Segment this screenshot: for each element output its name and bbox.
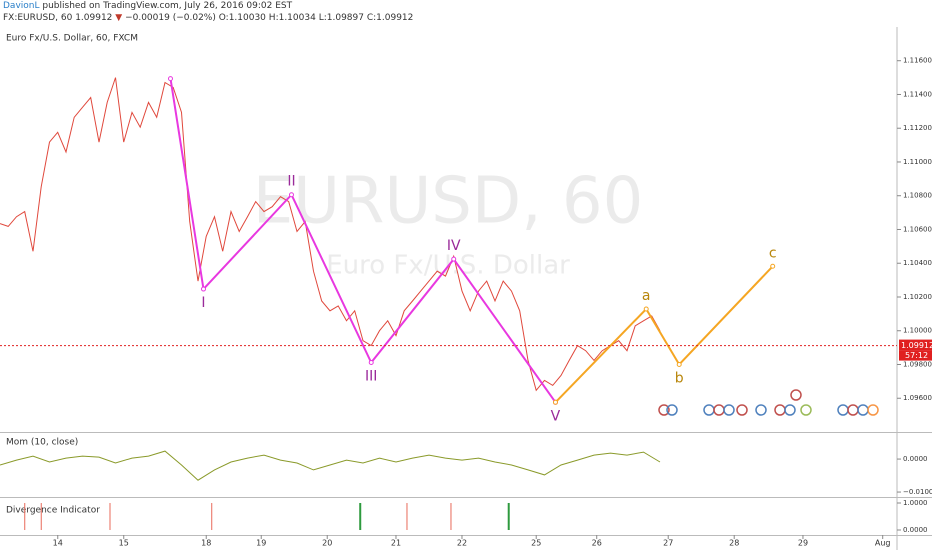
pane-title: Euro Fx/U.S. Dollar, 60, FXCM xyxy=(6,34,138,44)
arrow: ▼ xyxy=(115,13,123,23)
divergence-bar xyxy=(211,502,213,531)
divergence-bar xyxy=(450,502,452,531)
wave-point xyxy=(676,361,682,367)
y-tick-label: −0.0100 xyxy=(903,488,932,496)
open: O:1.10030 xyxy=(218,13,266,23)
pane-title: Mom (10, close) xyxy=(6,438,78,448)
countdown: 57:12 xyxy=(905,351,928,360)
watermark: EURUSD, 60 xyxy=(253,165,644,239)
y-tick-label: 1.09600 xyxy=(903,394,932,402)
last-price-box xyxy=(899,339,932,351)
wave-label: V xyxy=(551,408,561,424)
x-tick-label: 18 xyxy=(201,539,211,548)
pane-title: Divergence Indicator xyxy=(6,506,100,516)
last-price-label: 1.09912 xyxy=(901,341,932,350)
x-tick-label: 25 xyxy=(531,539,541,548)
wave-label: I xyxy=(201,295,205,311)
wave-point xyxy=(451,256,457,262)
wave-point xyxy=(368,359,374,365)
divergence-bar xyxy=(406,502,408,531)
wave-label: IV xyxy=(447,238,461,254)
wave-point xyxy=(552,399,558,405)
x-tick-label: 20 xyxy=(322,539,332,548)
y-tick-label: 1.11600 xyxy=(903,57,932,65)
wave-label: b xyxy=(675,370,684,386)
divergence-bar xyxy=(109,502,111,531)
wave-label: c xyxy=(769,245,777,261)
wave-point xyxy=(288,192,294,198)
y-tick-label: 1.09800 xyxy=(903,360,932,368)
wave-line xyxy=(554,265,774,403)
price: 1.09912 xyxy=(75,13,113,23)
symbol-line: FX:EURUSD, 60 1.09912 ▼ −0.00019 (−0.02%… xyxy=(0,12,932,24)
x-tick-label: 26 xyxy=(592,539,602,548)
close: C:1.09912 xyxy=(366,13,414,23)
wave-point xyxy=(167,76,173,82)
x-tick-label: 29 xyxy=(798,539,808,548)
header: DavionL published on TradingView.com, Ju… xyxy=(0,0,932,27)
wave-point xyxy=(200,286,206,292)
y-tick-label: 1.11400 xyxy=(903,90,932,98)
y-tick-label: 0.0000 xyxy=(903,455,928,463)
price-line xyxy=(0,450,661,481)
divergence-bar xyxy=(40,502,42,531)
event-flags xyxy=(658,389,879,416)
y-tick-label: 1.10400 xyxy=(903,259,932,267)
y-tick-label: 1.10600 xyxy=(903,225,932,233)
symbol: FX:EURUSD, 60 xyxy=(3,13,73,23)
y-tick-label: 1.10800 xyxy=(903,192,932,200)
y-tick-label: 0.0000 xyxy=(903,526,928,534)
wave-label: III xyxy=(365,368,377,384)
wave-label: II xyxy=(287,174,295,190)
countdown-box xyxy=(899,350,932,361)
divergence-bar xyxy=(359,502,362,531)
author[interactable]: DavionL xyxy=(3,1,40,11)
change: −0.00019 (−0.02%) xyxy=(125,13,216,23)
high: H:1.10034 xyxy=(268,13,316,23)
published: published on TradingView.com, July 26, 2… xyxy=(42,1,293,11)
y-tick-label: 1.0000 xyxy=(903,499,928,507)
wave-label: a xyxy=(642,288,651,304)
x-tick-label: 28 xyxy=(729,539,739,548)
divergence-bar xyxy=(507,502,510,531)
x-tick-label: 21 xyxy=(391,539,401,548)
price-line xyxy=(0,77,661,392)
x-tick-label: 14 xyxy=(53,539,63,548)
publish-line: DavionL published on TradingView.com, Ju… xyxy=(0,0,932,12)
x-tick-label: 19 xyxy=(256,539,266,548)
wave-point xyxy=(770,263,776,269)
x-tick-label: 22 xyxy=(457,539,467,548)
x-tick-label: 15 xyxy=(119,539,129,548)
low: L:1.09897 xyxy=(318,13,364,23)
wave-point xyxy=(643,306,649,312)
plot-background xyxy=(0,27,897,535)
y-tick-label: 1.11000 xyxy=(903,158,932,166)
x-tick-label: 27 xyxy=(663,539,673,548)
divergence-bar xyxy=(24,502,26,531)
y-tick-label: 1.11200 xyxy=(903,124,932,132)
y-tick-label: 1.10200 xyxy=(903,293,932,301)
x-tick-label: Aug xyxy=(875,539,891,548)
wave-line xyxy=(169,78,557,403)
y-tick-label: 1.10000 xyxy=(903,327,932,335)
